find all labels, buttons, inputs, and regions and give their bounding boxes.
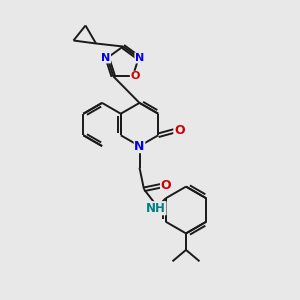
Text: O: O (174, 124, 184, 137)
Text: N: N (101, 53, 110, 63)
Text: O: O (160, 179, 171, 192)
Text: N: N (135, 53, 144, 63)
Text: N: N (134, 140, 145, 153)
Text: O: O (130, 71, 140, 81)
Text: NH: NH (146, 202, 166, 215)
